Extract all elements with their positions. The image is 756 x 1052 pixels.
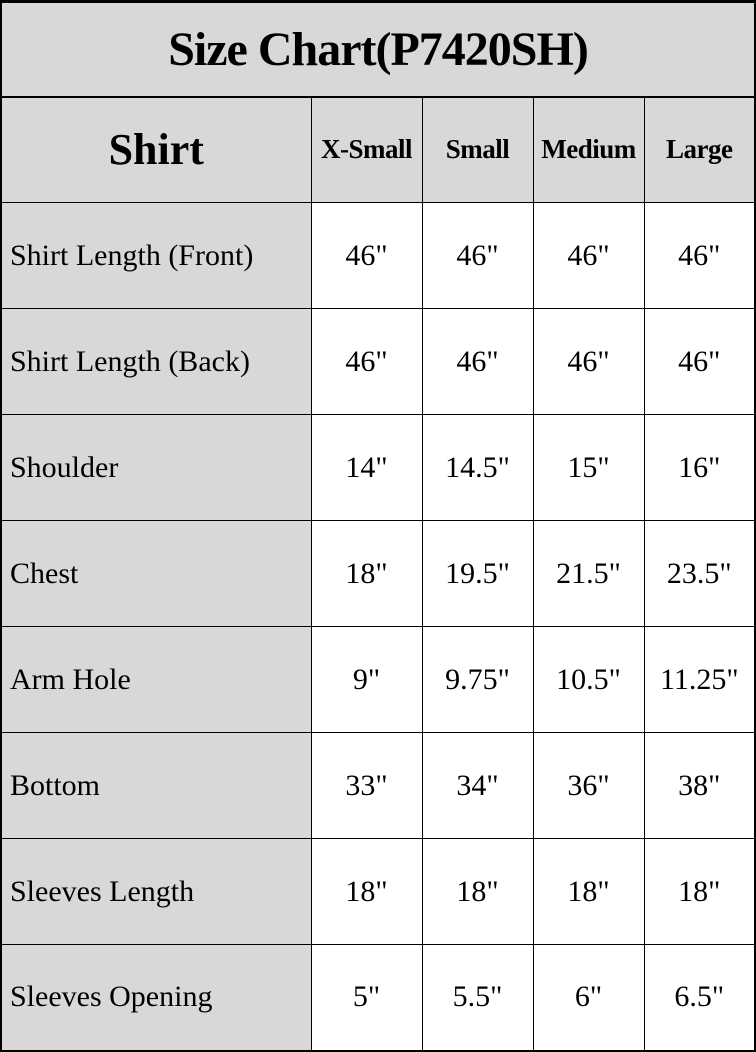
row-label-sleeves-opening: Sleeves Opening	[0, 944, 312, 1051]
table-row-sleeves-opening: Sleeves Opening 5" 5.5" 6" 6.5"	[0, 944, 756, 1051]
value-cell: 10.5"	[532, 626, 645, 733]
value-cell: 46"	[310, 308, 423, 415]
value-cell: 33"	[310, 732, 423, 839]
size-header-small: Small	[421, 96, 534, 203]
table-row-bottom: Bottom 33" 34" 36" 38"	[0, 732, 756, 839]
row-label-sleeves-length: Sleeves Length	[0, 838, 312, 945]
row-label-shirt-length-back: Shirt Length (Back)	[0, 308, 312, 415]
table-row-chest: Chest 18" 19.5" 21.5" 23.5"	[0, 520, 756, 627]
table-row-arm-hole: Arm Hole 9" 9.75" 10.5" 11.25"	[0, 626, 756, 733]
table-row-shirt-length-front: Shirt Length (Front) 46" 46" 46" 46"	[0, 202, 756, 309]
value-cell: 6"	[532, 944, 645, 1051]
value-cell: 46"	[532, 202, 645, 309]
row-label-bottom: Bottom	[0, 732, 312, 839]
value-cell: 18"	[310, 520, 423, 627]
value-cell: 5"	[310, 944, 423, 1051]
value-cell: 46"	[643, 308, 756, 415]
value-cell: 18"	[643, 838, 756, 945]
title-row: Size Chart(P7420SH)	[0, 1, 756, 98]
value-cell: 15"	[532, 414, 645, 521]
value-cell: 5.5"	[421, 944, 534, 1051]
row-label-arm-hole: Arm Hole	[0, 626, 312, 733]
value-cell: 9.75"	[421, 626, 534, 733]
value-cell: 38"	[643, 732, 756, 839]
value-cell: 34"	[421, 732, 534, 839]
value-cell: 21.5"	[532, 520, 645, 627]
corner-header-shirt: Shirt	[0, 96, 312, 203]
value-cell: 46"	[421, 202, 534, 309]
header-row: Shirt X-Small Small Medium Large	[0, 96, 756, 203]
value-cell: 36"	[532, 732, 645, 839]
table-row-sleeves-length: Sleeves Length 18" 18" 18" 18"	[0, 838, 756, 945]
row-label-shirt-length-front: Shirt Length (Front)	[0, 202, 312, 309]
table-row-shoulder: Shoulder 14" 14.5" 15" 16"	[0, 414, 756, 521]
value-cell: 46"	[643, 202, 756, 309]
size-header-large: Large	[643, 96, 756, 203]
size-header-xsmall: X-Small	[310, 96, 423, 203]
row-label-shoulder: Shoulder	[0, 414, 312, 521]
value-cell: 46"	[421, 308, 534, 415]
value-cell: 23.5"	[643, 520, 756, 627]
value-cell: 6.5"	[643, 944, 756, 1051]
value-cell: 9"	[310, 626, 423, 733]
value-cell: 14.5"	[421, 414, 534, 521]
value-cell: 18"	[421, 838, 534, 945]
value-cell: 11.25"	[643, 626, 756, 733]
value-cell: 46"	[532, 308, 645, 415]
table-row-shirt-length-back: Shirt Length (Back) 46" 46" 46" 46"	[0, 308, 756, 415]
chart-title: Size Chart(P7420SH)	[0, 1, 756, 98]
value-cell: 16"	[643, 414, 756, 521]
row-label-chest: Chest	[0, 520, 312, 627]
value-cell: 46"	[310, 202, 423, 309]
value-cell: 18"	[532, 838, 645, 945]
value-cell: 14"	[310, 414, 423, 521]
value-cell: 19.5"	[421, 520, 534, 627]
size-header-medium: Medium	[532, 96, 645, 203]
value-cell: 18"	[310, 838, 423, 945]
